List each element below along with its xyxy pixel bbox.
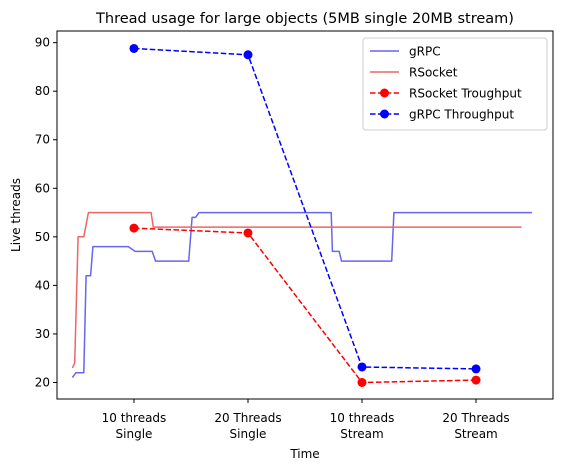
y-tick-label: 50 — [35, 230, 50, 244]
rsocket-troughput-point — [357, 377, 367, 387]
x-tick-label: 20 Threads — [214, 411, 281, 425]
legend-label-grpc: gRPC — [409, 45, 441, 59]
grpc-throughput-point — [129, 43, 139, 53]
y-axis: 20 30 40 50 60 70 80 90 — [35, 36, 57, 389]
y-tick-label: 20 — [35, 375, 50, 389]
x-tick-label: 10 threads — [102, 411, 167, 425]
y-tick-label: 60 — [35, 181, 50, 195]
grpc-throughput-line — [133, 47, 477, 370]
x-tick-label: Single — [116, 427, 153, 441]
rsocket-troughput-point — [471, 375, 481, 385]
legend-label-grpc-throughput: gRPC Throughput — [409, 108, 514, 122]
rsocket-troughput-line — [133, 227, 477, 384]
rsocket-troughput-point — [243, 228, 253, 238]
grpc-throughput-point — [471, 364, 481, 374]
x-tick-label: Stream — [340, 427, 383, 441]
chart-title: Thread usage for large objects (5MB sing… — [95, 11, 514, 27]
legend-label-rsocket: RSocket — [409, 66, 458, 80]
legend-marker-rsocket-troughput — [380, 88, 389, 98]
x-tick-label: 20 Threads — [442, 411, 509, 425]
y-tick-label: 70 — [35, 133, 50, 147]
x-tick-label: Stream — [454, 427, 497, 441]
y-tick-label: 80 — [35, 84, 50, 98]
plot-frame — [56, 30, 554, 400]
y-tick-label: 90 — [35, 36, 50, 50]
x-axis: 10 threads Single 20 Threads Single 10 threa… — [102, 399, 510, 441]
grpc-throughput-point — [357, 362, 367, 372]
x-tick-label: 10 threads — [330, 411, 395, 425]
series-layer — [71, 43, 532, 387]
rsocket-line — [71, 211, 522, 369]
rsocket-troughput-point — [129, 223, 139, 233]
y-tick-label: 40 — [35, 278, 50, 292]
legend-marker-grpc-throughput — [380, 109, 389, 119]
legend-box — [362, 37, 548, 131]
y-tick-label: 30 — [35, 327, 50, 341]
grpc-line — [71, 211, 532, 379]
grpc-throughput-point — [243, 50, 253, 60]
x-axis-label: Time — [289, 447, 319, 461]
legend-label-rsocket-troughput: RSocket Troughput — [409, 87, 522, 101]
legend: gRPC RSocket RSocket Troughput gRPC Through… — [362, 37, 548, 131]
y-axis-label: Live threads — [9, 178, 23, 252]
x-tick-label: Single — [230, 427, 267, 441]
